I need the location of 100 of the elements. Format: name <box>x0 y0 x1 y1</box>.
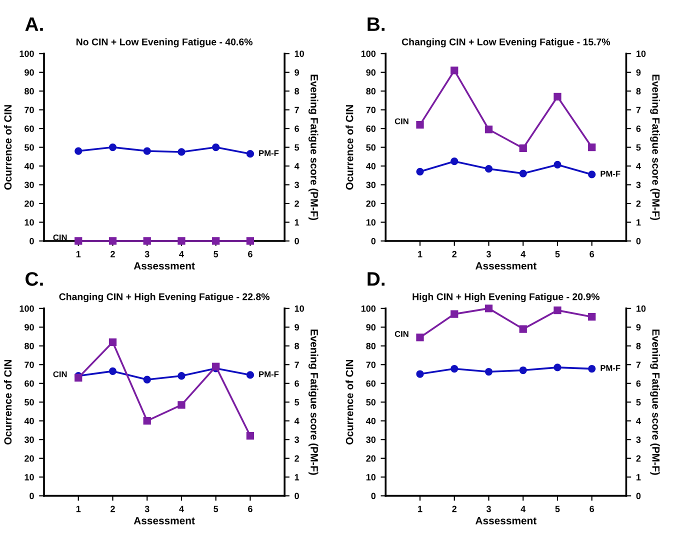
x-tick-label: 2 <box>452 250 457 258</box>
point <box>416 168 424 176</box>
y2-tick-label: 1 <box>636 474 641 480</box>
y2-tick-label: 9 <box>636 69 641 76</box>
x-tick-label: 5 <box>555 251 560 258</box>
point <box>588 313 596 321</box>
x-tick-label: 2 <box>110 506 115 512</box>
x-tick-label: 6 <box>248 506 252 512</box>
y-tick-label: 10 <box>366 219 376 226</box>
x-axis-title: Assessment <box>134 517 195 524</box>
y-tick-label: 50 <box>366 399 376 406</box>
point <box>554 160 562 169</box>
point <box>416 370 424 378</box>
y-tick-label: 0 <box>371 238 376 244</box>
y-tick-label: 100 <box>361 50 376 57</box>
point <box>108 367 117 376</box>
y2-tick-label: 7 <box>636 362 641 368</box>
y-tick-label: 10 <box>24 474 34 480</box>
series-label: PM-F <box>259 150 279 156</box>
point <box>416 334 424 342</box>
x-axis-title: Assessment <box>476 517 536 524</box>
y2-tick-label: 8 <box>636 88 641 94</box>
x-tick-label: 3 <box>144 250 150 258</box>
y-tick-label: 50 <box>366 144 376 151</box>
series-label: CIN <box>394 331 408 337</box>
x-tick-label: 1 <box>418 251 422 258</box>
chart-title: No CIN + Low Evening Fatigue - 40.6% <box>76 38 253 48</box>
y-tick-label: 30 <box>24 436 34 443</box>
y2-tick-label: 10 <box>636 50 646 57</box>
y-tick-label: 0 <box>371 492 376 500</box>
y-tick-label: 90 <box>366 69 376 76</box>
x-tick-label: 3 <box>144 506 150 512</box>
point <box>519 144 527 152</box>
y2-tick-label: 2 <box>294 200 299 207</box>
x-tick-label: 5 <box>214 251 218 258</box>
y-tick-label: 60 <box>366 380 376 387</box>
y2-axis-title: Evening Fatigue score (PM-F) <box>650 330 660 475</box>
point <box>416 120 424 129</box>
y-axis-title: Ocurrence of CIN <box>346 105 354 190</box>
x-axis-title: Assessment <box>476 262 536 270</box>
y2-tick-label: 1 <box>294 474 300 480</box>
point <box>519 325 527 333</box>
y2-tick-label: 10 <box>294 50 304 57</box>
point <box>554 92 562 101</box>
series-label: PM-F <box>600 365 620 371</box>
y-tick-label: 90 <box>24 69 34 76</box>
y2-tick-label: 2 <box>294 455 299 462</box>
y-tick-label: 40 <box>366 418 376 424</box>
y2-tick-label: 5 <box>294 399 300 406</box>
y-tick-label: 20 <box>366 200 376 207</box>
point <box>450 364 458 373</box>
x-tick-label: 1 <box>76 506 81 512</box>
y2-tick-label: 3 <box>294 182 300 188</box>
y-tick-label: 90 <box>366 324 376 331</box>
y-tick-label: 20 <box>24 200 34 207</box>
y-tick-label: 70 <box>24 362 34 368</box>
x-tick-label: 3 <box>486 506 491 512</box>
y2-tick-label: 9 <box>636 324 641 331</box>
point <box>450 66 458 74</box>
y-tick-label: 80 <box>24 88 34 94</box>
series-label: PM-F <box>600 170 620 177</box>
point <box>108 338 117 346</box>
y2-tick-label: 10 <box>294 305 304 312</box>
y-tick-label: 40 <box>24 418 34 424</box>
point <box>484 368 493 376</box>
text: D. <box>368 272 384 286</box>
y2-tick-label: 3 <box>636 182 641 188</box>
x-tick-label: 6 <box>248 250 252 258</box>
y2-axis-title: Evening Fatigue score (PM-F) <box>308 330 318 475</box>
y-tick-label: 0 <box>30 238 34 244</box>
y2-tick-label: 7 <box>294 362 299 368</box>
point <box>519 170 527 178</box>
x-tick-label: 5 <box>555 506 560 512</box>
y2-tick-label: 8 <box>294 342 300 350</box>
point <box>484 304 493 312</box>
y2-tick-label: 8 <box>636 342 641 350</box>
y-axis-title: Ocurrence of CIN <box>346 360 354 445</box>
y2-tick-label: 7 <box>294 106 299 114</box>
point <box>178 401 186 409</box>
y-axis-title: Ocurrence of CIN <box>4 105 12 190</box>
y2-tick-label: 5 <box>636 399 641 406</box>
y-tick-label: 70 <box>366 362 376 368</box>
x-tick-label: 1 <box>76 251 81 258</box>
point <box>143 147 151 155</box>
y2-tick-label: 10 <box>636 305 646 312</box>
point <box>178 148 186 156</box>
series-label: CIN <box>53 371 67 378</box>
point <box>588 170 596 178</box>
y-tick-label: 20 <box>366 455 376 462</box>
point <box>178 372 186 380</box>
y-tick-label: 90 <box>24 324 34 331</box>
y2-tick-label: 2 <box>636 455 641 462</box>
y2-axis-title: Evening Fatigue score (PM-F) <box>308 74 318 220</box>
x-tick-label: 3 <box>486 250 491 258</box>
y-tick-label: 50 <box>24 144 34 151</box>
y-tick-label: 70 <box>24 106 34 114</box>
point <box>246 371 254 379</box>
y-tick-label: 100 <box>20 305 34 312</box>
y2-axis-title: Evening Fatigue score (PM-F) <box>650 74 660 220</box>
y2-tick-label: 7 <box>636 106 641 114</box>
